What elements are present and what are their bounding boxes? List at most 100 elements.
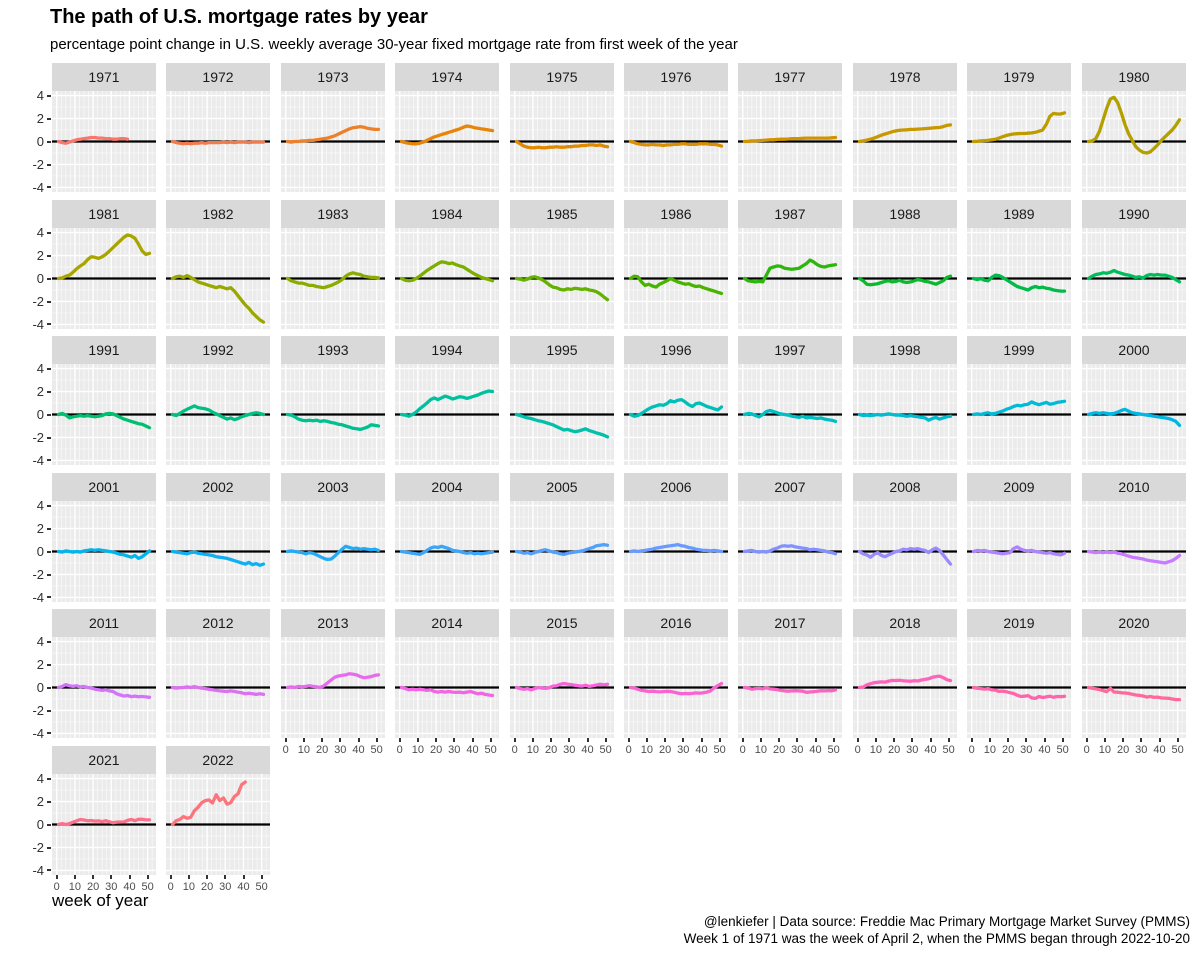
facet-panel [624, 364, 728, 465]
x-tick-label: 50 [255, 881, 268, 893]
y-tick-label: 0 [36, 544, 44, 559]
y-tick-mark [47, 777, 51, 780]
x-tick-label: 0 [739, 744, 746, 756]
facet-2018: 2018 0 10 20 30 40 50 [853, 609, 957, 760]
facet-panel [281, 501, 385, 602]
facet-strip: 1973 [281, 63, 385, 91]
facet-1995: 1995 [510, 336, 614, 465]
x-tick-label: 10 [754, 744, 768, 756]
x-tick-mark [759, 738, 762, 742]
facet-strip: 2006 [624, 473, 728, 501]
x-tick-mark [169, 875, 172, 879]
facet-strip: 1977 [738, 63, 842, 91]
y-tick-mark [47, 550, 51, 553]
facet-year-label: 1973 [317, 69, 349, 85]
facet-panel [395, 501, 499, 602]
facet-strip: 2000 [1082, 336, 1186, 364]
x-tick-label: 40 [809, 744, 822, 756]
facet-strip: 1974 [395, 63, 499, 91]
x-tick-mark [718, 738, 721, 742]
x-tick-mark [682, 738, 685, 742]
facet-panel [52, 637, 156, 738]
facet-panel [166, 91, 270, 192]
y-tick-label: 0 [36, 134, 44, 149]
facet-panel [510, 501, 614, 602]
x-tick-label: 20 [1116, 744, 1130, 756]
facet-1994: 1994 [395, 336, 499, 465]
facet-strip: 1993 [281, 336, 385, 364]
facet-panel [853, 637, 957, 738]
x-tick-mark [146, 875, 149, 879]
facet-1983: 1983 [281, 200, 385, 329]
y-tick-mark [47, 94, 51, 97]
facet-panel [624, 91, 728, 192]
facet-panel [52, 91, 156, 192]
facet-year-label: 1991 [88, 342, 120, 358]
facet-1980: 1980 [1082, 63, 1186, 192]
facet-panel [166, 774, 270, 875]
facet-panel [166, 364, 270, 465]
x-tick-mark [874, 738, 877, 742]
facet-strip: 2001 [52, 473, 156, 501]
x-tick-mark [110, 875, 113, 879]
y-tick-label: 0 [36, 271, 44, 286]
x-tick-mark [1103, 738, 1106, 742]
x-tick-label: 0 [854, 744, 861, 756]
facet-year-label: 1988 [889, 206, 921, 222]
x-tick-mark [321, 738, 324, 742]
x-tick-label: 50 [370, 744, 383, 756]
facet-strip: 1989 [967, 200, 1071, 228]
facet-1993: 1993 [281, 336, 385, 465]
y-tick-label: -2 [32, 840, 44, 855]
x-tick-mark [206, 875, 209, 879]
facet-year-label: 2000 [1118, 342, 1150, 358]
facet-1986: 1986 [624, 200, 728, 329]
y-tick-label: 4 [36, 771, 44, 787]
x-tick-label: 30 [334, 744, 347, 756]
facet-strip: 1998 [853, 336, 957, 364]
x-tick-label: 10 [297, 744, 311, 756]
x-tick-label: 40 [352, 744, 365, 756]
facet-panel [624, 501, 728, 602]
facet-year-label: 1978 [889, 69, 921, 85]
x-tick-label: 20 [658, 744, 672, 756]
y-tick-mark [47, 459, 51, 462]
y-tick-mark [47, 846, 51, 849]
facet-2017: 2017 0 10 20 30 40 50 [738, 609, 842, 760]
x-tick-label: 10 [68, 881, 82, 893]
facet-strip: 2012 [166, 609, 270, 637]
facet-1988: 1988 [853, 200, 957, 329]
facet-panel [738, 91, 842, 192]
facet-year-label: 1997 [774, 342, 806, 358]
facet-year-label: 2004 [431, 479, 463, 495]
facet-panel [1082, 501, 1186, 602]
y-tick-label: 2 [36, 657, 44, 672]
facet-year-label: 1994 [431, 342, 463, 358]
y-tick-label: 4 [36, 88, 44, 104]
facet-strip: 1999 [967, 336, 1071, 364]
x-tick-mark [1025, 738, 1028, 742]
facet-year-label: 1983 [317, 206, 349, 222]
x-tick-label: 10 [1098, 744, 1112, 756]
facet-year-label: 1992 [202, 342, 234, 358]
facet-year-label: 1998 [889, 342, 921, 358]
y-tick-label: -2 [32, 294, 44, 309]
x-tick-label: 50 [1056, 744, 1069, 756]
facet-panel [395, 91, 499, 192]
x-tick-mark [1007, 738, 1010, 742]
x-tick-mark [550, 738, 553, 742]
x-tick-label: 20 [887, 744, 901, 756]
facet-year-label: 1989 [1003, 206, 1035, 222]
facet-panel [166, 228, 270, 329]
facet-strip: 2008 [853, 473, 957, 501]
x-tick-mark [1043, 738, 1046, 742]
x-tick-mark [970, 738, 973, 742]
facet-year-label: 2018 [889, 615, 921, 631]
facet-panel [395, 228, 499, 329]
y-tick-label: -4 [32, 179, 44, 195]
facet-panel [624, 637, 728, 738]
facet-strip: 1990 [1082, 200, 1186, 228]
facet-year-label: 2010 [1118, 479, 1150, 495]
x-tick-label: 40 [123, 881, 136, 893]
